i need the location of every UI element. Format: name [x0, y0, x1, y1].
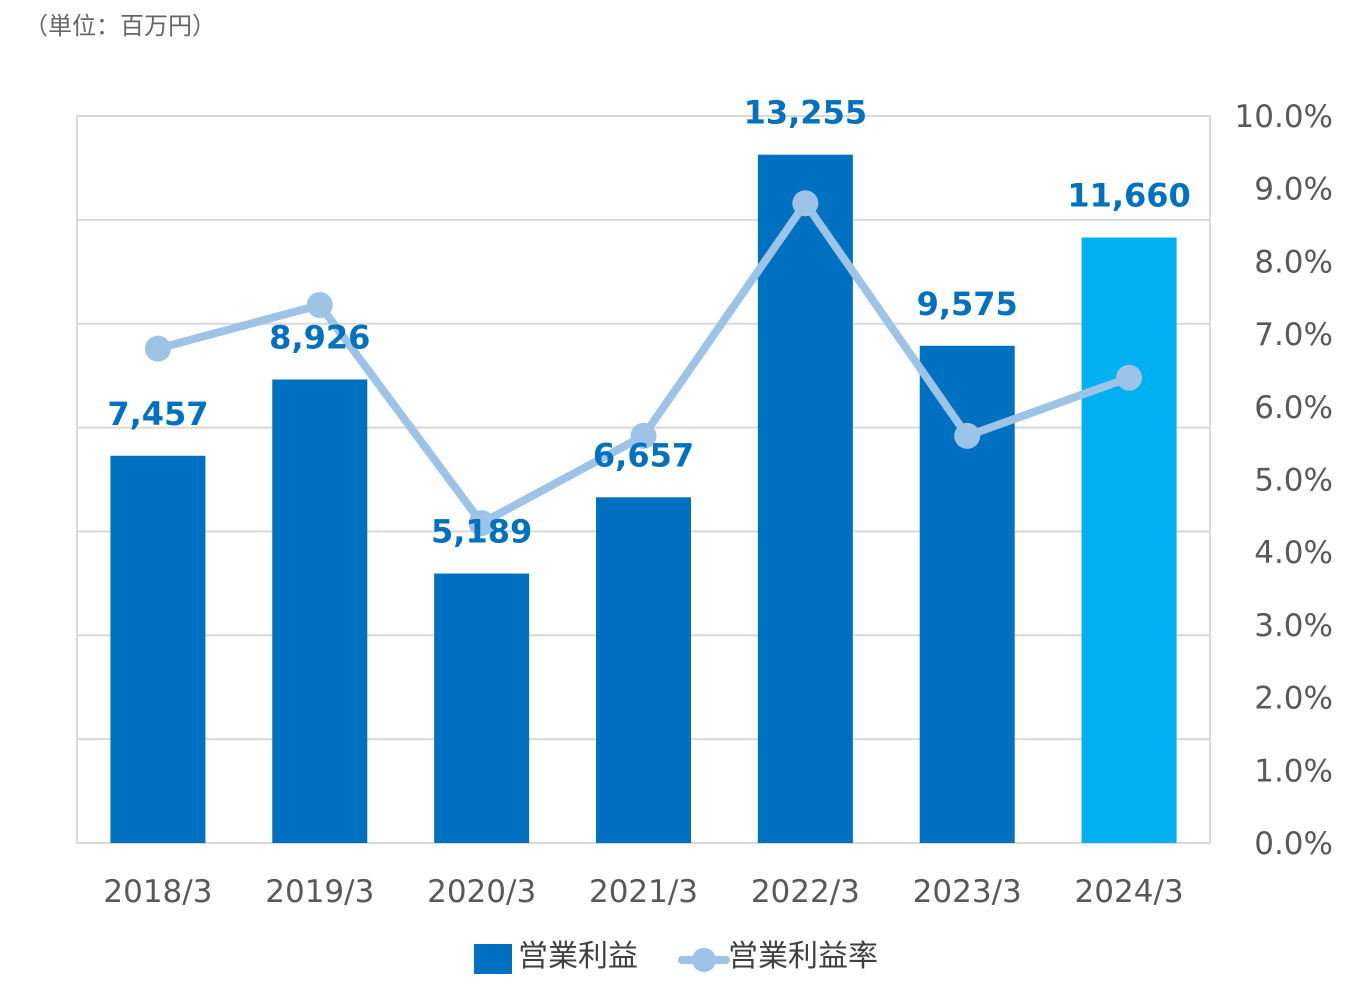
margin-point: [468, 510, 495, 537]
margin-point: [144, 335, 171, 362]
bar: [272, 379, 368, 843]
bar-data-labels: 7,457 8,926 5,189 6,657 13,255 9,575 11,660: [107, 94, 1190, 551]
x-tick-label: 2021/3: [589, 874, 698, 910]
x-tick-label: 2020/3: [427, 874, 536, 910]
x-tick-label: 2018/3: [103, 874, 212, 910]
line-series: [144, 190, 1143, 537]
x-axis-ticks: 2018/3 2019/3 2020/3 2021/3 2022/3 2023/3 2024…: [103, 874, 1183, 910]
bar: [434, 573, 530, 843]
x-tick-label: 2023/3: [913, 874, 1022, 910]
y-tick-label: 3.0%: [1254, 608, 1333, 644]
y-tick-label: 10.0%: [1235, 99, 1333, 135]
margin-point: [792, 190, 819, 217]
unit-label: （単位：百万円）: [24, 12, 216, 40]
right-y-axis-ticks: 0.0% 1.0% 2.0% 3.0% 4.0% 5.0% 6.0% 7.0% 8.0% 9.0%…: [1235, 99, 1333, 862]
y-tick-label: 6.0%: [1254, 390, 1333, 426]
x-tick-label: 2022/3: [751, 874, 860, 910]
bar-value-label: 5,189: [431, 513, 532, 551]
bar-value-label: 13,255: [744, 94, 867, 132]
margin-point: [306, 292, 333, 319]
y-tick-label: 0.0%: [1254, 826, 1333, 862]
bar-value-label: 6,657: [593, 436, 694, 474]
bar-value-label: 7,457: [107, 395, 208, 433]
legend-line-label: 営業利益率: [728, 939, 878, 974]
y-tick-label: 4.0%: [1254, 535, 1333, 571]
legend-line-marker: [692, 948, 716, 972]
legend-bar-swatch: [474, 944, 512, 974]
margin-point: [954, 422, 981, 449]
bar-value-label: 11,660: [1067, 177, 1190, 215]
bar-series: [110, 154, 1177, 844]
x-tick-label: 2024/3: [1075, 874, 1184, 910]
y-tick-label: 9.0%: [1254, 172, 1333, 208]
margin-point: [630, 422, 657, 449]
y-tick-label: 5.0%: [1254, 463, 1333, 499]
y-tick-label: 7.0%: [1254, 317, 1333, 353]
y-tick-label: 8.0%: [1254, 244, 1333, 280]
margin-point: [1116, 364, 1143, 391]
x-tick-label: 2019/3: [265, 874, 374, 910]
bar-value-label: 8,926: [269, 318, 370, 356]
y-tick-label: 1.0%: [1254, 753, 1333, 789]
y-tick-label: 2.0%: [1254, 681, 1333, 717]
bar: [596, 497, 691, 843]
legend: 営業利益 営業利益率: [474, 939, 878, 974]
bar: [1081, 237, 1177, 843]
bar: [757, 154, 853, 844]
bar: [110, 455, 206, 843]
bar-value-label: 9,575: [917, 285, 1018, 323]
legend-bar-label: 営業利益: [518, 939, 638, 974]
